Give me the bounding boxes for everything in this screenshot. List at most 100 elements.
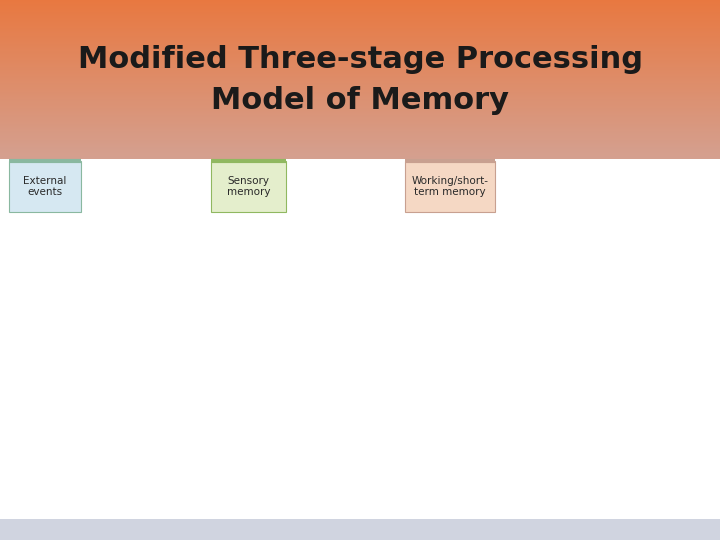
Bar: [0, 12, 720, 14]
Bar: [0, 50, 720, 52]
Bar: [0, 150, 720, 152]
Bar: [0, 125, 720, 126]
Bar: [0, 118, 720, 120]
Bar: [0, 130, 720, 132]
Bar: [0, 64, 720, 66]
Bar: [0, 154, 720, 156]
Bar: [0, 60, 720, 62]
Bar: [0, 111, 720, 112]
Bar: [0, 110, 720, 111]
Bar: [0, 39, 720, 40]
Bar: [0, 7, 720, 9]
Bar: [0, 43, 720, 45]
Bar: [0, 113, 720, 114]
Bar: [0, 89, 720, 90]
Bar: [0, 33, 720, 35]
Bar: [0, 59, 720, 60]
Bar: [0, 117, 720, 119]
Bar: [0, 26, 720, 28]
Bar: [0, 115, 720, 117]
Bar: [0, 142, 720, 143]
Bar: [0, 37, 720, 38]
Bar: [0, 11, 720, 13]
Bar: [0, 27, 720, 29]
Bar: [0, 77, 720, 79]
Bar: [9, 160, 81, 212]
Bar: [0, 63, 720, 65]
Bar: [0, 123, 720, 124]
Bar: [0, 83, 720, 85]
Bar: [0, 97, 720, 99]
Bar: [0, 99, 720, 101]
Bar: [0, 90, 720, 91]
Bar: [0, 112, 720, 113]
Bar: [0, 124, 720, 125]
Bar: [0, 68, 720, 69]
Bar: [0, 137, 720, 138]
Bar: [0, 106, 720, 107]
Bar: [0, 136, 720, 137]
Bar: [0, 9, 720, 11]
Bar: [0, 116, 720, 118]
Bar: [0, 24, 720, 25]
Bar: [0, 103, 720, 104]
Bar: [0, 92, 720, 93]
Bar: [0, 51, 720, 53]
Bar: [0, 156, 720, 157]
Bar: [0, 19, 720, 21]
Bar: [0, 8, 720, 10]
Bar: [0, 38, 720, 39]
Bar: [0, 71, 720, 72]
Bar: [0, 152, 720, 154]
Bar: [405, 160, 495, 212]
Bar: [0, 144, 720, 145]
Bar: [0, 519, 720, 540]
Bar: [0, 49, 720, 51]
Bar: [0, 139, 720, 140]
Bar: [0, 157, 720, 158]
Bar: [0, 5, 720, 6]
Bar: [0, 69, 720, 70]
Bar: [0, 133, 720, 135]
Bar: [0, 82, 720, 84]
Bar: [0, 79, 720, 80]
Bar: [0, 62, 720, 64]
Text: Modified Three-stage Processing: Modified Three-stage Processing: [78, 45, 642, 73]
Bar: [0, 140, 720, 141]
Bar: [0, 104, 720, 105]
Bar: [0, 46, 720, 48]
Bar: [0, 3, 720, 4]
Bar: [0, 61, 720, 63]
Bar: [0, 23, 720, 24]
Bar: [0, 18, 720, 20]
Bar: [0, 138, 720, 139]
Bar: [0, 45, 720, 47]
Bar: [0, 108, 720, 110]
Bar: [0, 109, 720, 111]
Bar: [0, 114, 720, 116]
Bar: [0, 4, 720, 5]
Bar: [0, 120, 720, 122]
Bar: [0, 102, 720, 103]
Bar: [0, 98, 720, 100]
Text: Model of Memory: Model of Memory: [211, 86, 509, 114]
Bar: [0, 35, 720, 36]
Bar: [0, 134, 720, 136]
Bar: [0, 122, 720, 123]
Bar: [0, 74, 720, 76]
Bar: [0, 151, 720, 153]
Bar: [0, 147, 720, 149]
Bar: [0, 126, 720, 127]
Bar: [0, 78, 720, 79]
Bar: [0, 149, 720, 151]
Bar: [0, 127, 720, 129]
Bar: [0, 28, 720, 30]
Bar: [0, 47, 720, 49]
Bar: [0, 94, 720, 96]
Bar: [0, 41, 720, 43]
Bar: [0, 10, 720, 12]
Bar: [0, 145, 720, 146]
Bar: [0, 72, 720, 73]
Bar: [0, 70, 720, 71]
Bar: [0, 80, 720, 82]
